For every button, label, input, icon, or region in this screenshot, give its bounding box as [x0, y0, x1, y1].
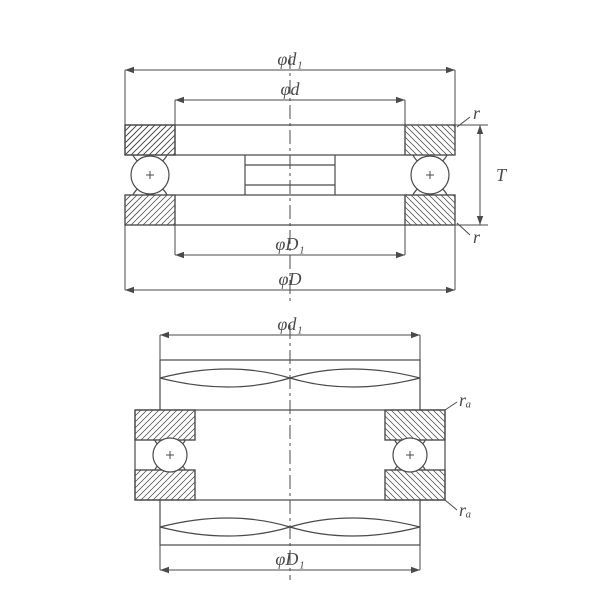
dim-D-top: φD [279, 269, 302, 289]
label-ra-bot: rₐ [459, 500, 471, 520]
dim-D1-top: φD₁ [275, 234, 304, 254]
label-ra-top: rₐ [459, 390, 471, 410]
label-r-top: r [473, 103, 481, 123]
dim-d1-bot: φd₁ [277, 314, 302, 334]
label-r-bot: r [473, 227, 481, 247]
dim-d1-top: φd₁ [277, 49, 302, 69]
dim-T: T [496, 165, 508, 185]
dim-d-top: φd [281, 79, 301, 99]
dim-D1-bot: φD₁ [275, 549, 304, 569]
bearing-diagram: φd₁ φd φD₁ φD Tr r φd₁ φD₁ rₐ rₐ [0, 0, 600, 600]
